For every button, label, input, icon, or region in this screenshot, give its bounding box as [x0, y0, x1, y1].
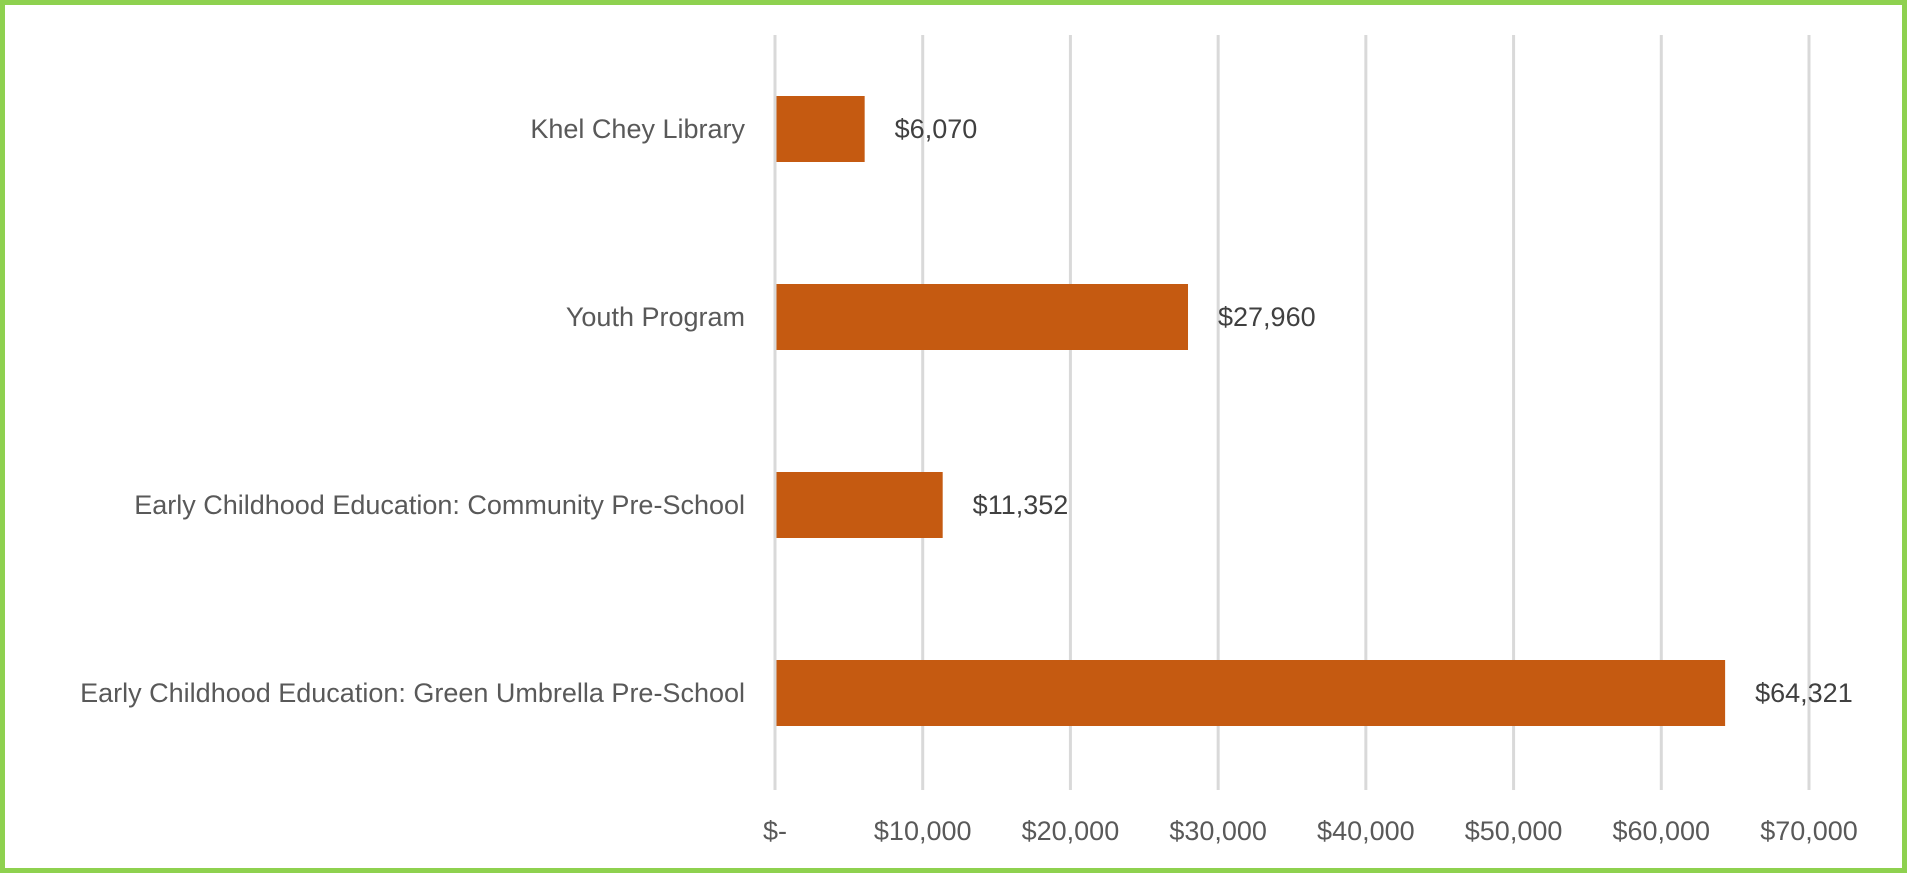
bar [776, 660, 1726, 726]
category-label: Early Childhood Education: Community Pre… [134, 490, 745, 520]
x-tick-label: $60,000 [1612, 816, 1710, 846]
x-tick-label: $40,000 [1317, 816, 1415, 846]
x-tick-label: $50,000 [1465, 816, 1563, 846]
data-label: $64,321 [1755, 678, 1853, 708]
labels: $- $10,000 $20,000 $30,000 $40,000 $50,000 $60… [80, 114, 1858, 846]
category-label: Early Childhood Education: Green Umbrell… [80, 678, 745, 708]
x-tick-label: $- [763, 816, 787, 846]
bars [776, 96, 1726, 726]
x-tick-label: $10,000 [874, 816, 972, 846]
x-tick-label: $70,000 [1760, 816, 1858, 846]
data-label: $11,352 [973, 490, 1069, 520]
x-tick-label: $20,000 [1022, 816, 1120, 846]
bar [776, 472, 943, 538]
data-label: $27,960 [1218, 302, 1316, 332]
bar [776, 284, 1189, 350]
data-label: $6,070 [895, 114, 978, 144]
category-label: Youth Program [566, 302, 745, 332]
category-label: Khel Chey Library [530, 114, 745, 144]
x-tick-label: $30,000 [1169, 816, 1267, 846]
bar [776, 96, 865, 162]
